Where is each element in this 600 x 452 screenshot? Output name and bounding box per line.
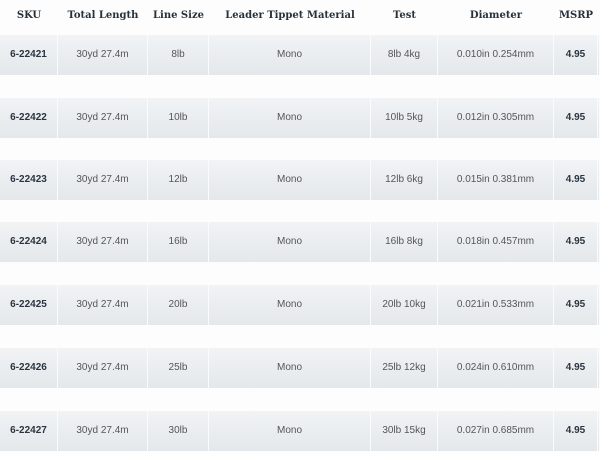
cell-total-length: 30yd 27.4m — [58, 35, 148, 75]
cell-total-length: 30yd 27.4m — [58, 160, 148, 200]
table-row: 6-22421 30yd 27.4m 8lb Mono 8lb 4kg 0.010in 0… — [0, 35, 600, 75]
cell-test: 16lb 8kg — [371, 222, 438, 262]
cell-diameter: 0.015in 0.381mm — [438, 160, 554, 200]
cell-diameter: 0.021in 0.533mm — [438, 285, 554, 325]
cell-diameter: 0.027in 0.685mm — [438, 411, 554, 451]
cell-diameter: 0.018in 0.457mm — [438, 222, 554, 262]
table-row: 6-22426 30yd 27.4m 25lb Mono 25lb 12kg 0.024i… — [0, 348, 600, 388]
cell-test: 12lb 6kg — [371, 160, 438, 200]
header-sku: SKU — [16, 10, 42, 21]
cell-msrp: 4.95 — [554, 285, 598, 325]
cell-sku: 6-22425 — [0, 285, 58, 325]
cell-leader-tippet-material: Mono — [209, 348, 371, 388]
cell-leader-tippet-material: Mono — [209, 411, 371, 451]
cell-test: 30lb 15kg — [371, 411, 438, 451]
header-total-length: Total Length — [67, 10, 139, 21]
cell-msrp: 4.95 — [554, 35, 598, 75]
cell-diameter: 0.012in 0.305mm — [438, 98, 554, 138]
cell-line-size: 25lb — [148, 348, 209, 388]
cell-sku: 6-22421 — [0, 35, 58, 75]
cell-diameter: 0.024in 0.610mm — [438, 348, 554, 388]
cell-sku: 6-22424 — [0, 222, 58, 262]
cell-total-length: 30yd 27.4m — [58, 98, 148, 138]
cell-line-size: 12lb — [148, 160, 209, 200]
cell-leader-tippet-material: Mono — [209, 222, 371, 262]
cell-msrp: 4.95 — [554, 411, 598, 451]
table-header: SKU Total Length Line Size Leader Tippet Ma… — [0, 0, 600, 34]
cell-line-size: 16lb — [148, 222, 209, 262]
cell-total-length: 30yd 27.4m — [58, 411, 148, 451]
header-line-size: Line Size — [152, 10, 204, 21]
cell-line-size: 20lb — [148, 285, 209, 325]
cell-leader-tippet-material: Mono — [209, 160, 371, 200]
cell-test: 10lb 5kg — [371, 98, 438, 138]
cell-msrp: 4.95 — [554, 348, 598, 388]
cell-line-size: 10lb — [148, 98, 209, 138]
cell-leader-tippet-material: Mono — [209, 98, 371, 138]
header-msrp: MSRP — [558, 10, 594, 21]
header-test: Test — [393, 10, 416, 21]
table-row: 6-22424 30yd 27.4m 16lb Mono 16lb 8kg 0.018in… — [0, 222, 600, 262]
table-row: 6-22423 30yd 27.4m 12lb Mono 12lb 6kg 0.015in… — [0, 160, 600, 200]
cell-test: 8lb 4kg — [371, 35, 438, 75]
cell-diameter: 0.010in 0.254mm — [438, 35, 554, 75]
header-leader-tippet-material: Leader Tippet Material — [225, 10, 355, 21]
cell-sku: 6-22423 — [0, 160, 58, 200]
cell-test: 25lb 12kg — [371, 348, 438, 388]
cell-sku: 6-22422 — [0, 98, 58, 138]
table-row: 6-22422 30yd 27.4m 10lb Mono 10lb 5kg 0.012in… — [0, 98, 600, 138]
cell-leader-tippet-material: Mono — [209, 285, 371, 325]
cell-sku: 6-22426 — [0, 348, 58, 388]
cell-msrp: 4.95 — [554, 160, 598, 200]
header-diameter: Diameter — [469, 10, 523, 21]
cell-sku: 6-22427 — [0, 411, 58, 451]
cell-test: 20lb 10kg — [371, 285, 438, 325]
cell-line-size: 8lb — [148, 35, 209, 75]
cell-leader-tippet-material: Mono — [209, 35, 371, 75]
cell-line-size: 30lb — [148, 411, 209, 451]
cell-total-length: 30yd 27.4m — [58, 222, 148, 262]
cell-msrp: 4.95 — [554, 222, 598, 262]
table-row: 6-22425 30yd 27.4m 20lb Mono 20lb 10kg 0.021i… — [0, 285, 600, 325]
cell-total-length: 30yd 27.4m — [58, 285, 148, 325]
cell-msrp: 4.95 — [554, 98, 598, 138]
table-row: 6-22427 30yd 27.4m 30lb Mono 30lb 15kg 0.027i… — [0, 411, 600, 451]
cell-total-length: 30yd 27.4m — [58, 348, 148, 388]
